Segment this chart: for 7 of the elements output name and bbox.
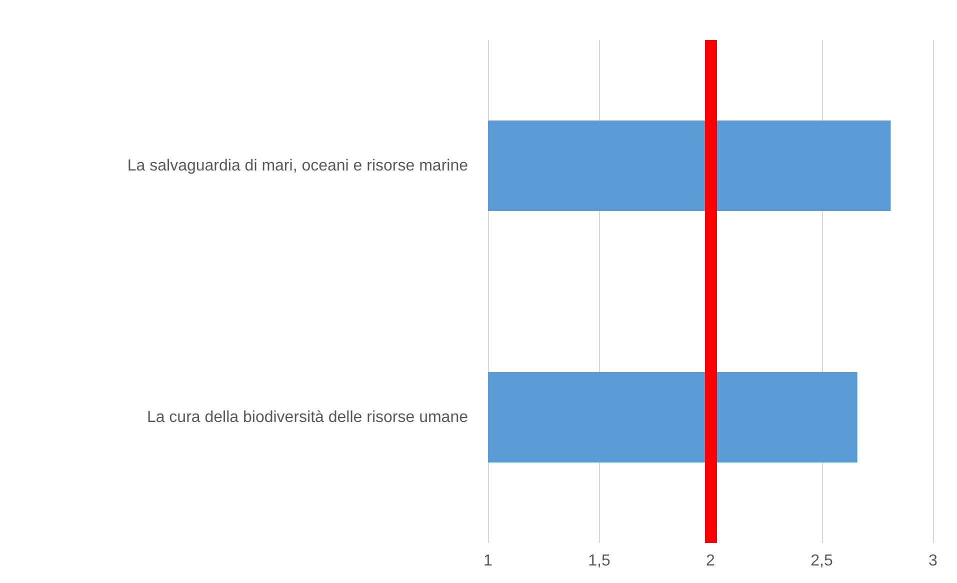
x-tick-label: 2	[706, 552, 716, 570]
y-tick-label: La salvaguardia di mari, oceani e risorse marine	[127, 157, 468, 174]
x-tick-label: 3	[928, 552, 938, 570]
x-tick-label: 2,5	[810, 552, 833, 570]
x-tick-label: 1	[484, 552, 493, 570]
x-tick-label: 1,5	[588, 552, 610, 570]
y-tick-label: La cura della biodiversità delle risorse umane	[146, 408, 468, 426]
